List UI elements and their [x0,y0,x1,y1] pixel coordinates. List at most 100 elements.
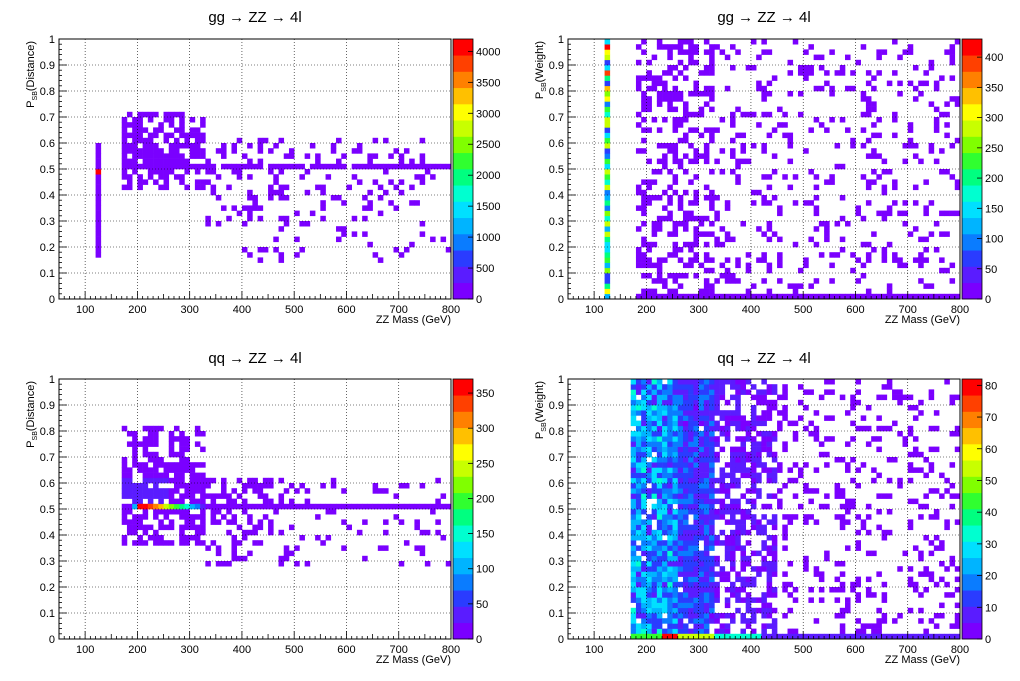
heatmap-bin [698,607,705,614]
heatmap-bin [641,576,647,583]
y-axis-label: PSB(Weight) [534,381,548,439]
heatmap-bin [709,410,715,416]
heatmap-bin [735,587,741,593]
heatmap-bin [158,493,164,499]
heatmap-bin [876,628,882,635]
heatmap-bin [766,493,773,499]
heatmap-bin [630,472,637,479]
color-bar-segment [453,185,473,202]
heatmap-bin [881,169,888,175]
heatmap-bin [709,633,715,640]
heatmap-bin [667,462,673,468]
heatmap-bin [231,540,238,546]
heatmap-bin [735,174,741,180]
heatmap-bin [688,127,694,133]
heatmap-bin [777,503,783,510]
heatmap-bin [672,483,679,489]
heatmap-bin [403,483,410,489]
heatmap-bin [740,529,747,536]
heatmap-bin [766,550,773,557]
heatmap-bin [865,70,872,76]
heatmap-bin [771,467,778,473]
heatmap-bin [221,514,227,520]
heatmap-bin [803,555,809,562]
heatmap-bin [667,623,673,629]
heatmap-bin [372,153,379,159]
heatmap-bin [693,200,699,206]
heatmap-bin [750,613,757,619]
heatmap-bin [881,210,888,217]
heatmap-bin [153,169,159,175]
heatmap-bin [641,498,647,505]
heatmap-bin [95,200,102,206]
heatmap-bin [907,462,914,468]
heatmap-bin [876,571,882,577]
heatmap-bin [630,467,637,473]
heatmap-bin [730,236,736,243]
heatmap-bin [839,571,846,577]
heatmap-bin [656,257,663,263]
heatmap-bin [247,550,253,557]
heatmap-bin [845,545,851,551]
heatmap-bin [682,550,689,557]
heatmap-bin [288,483,295,489]
heatmap-bin [928,571,935,577]
heatmap-bin [714,389,720,395]
heatmap-bin [677,431,684,437]
heatmap-bin [630,524,637,531]
heatmap-bin [688,262,694,269]
heatmap-bin [419,545,426,551]
heatmap-bin [273,247,279,253]
y-tick-label: 1 [49,374,55,386]
heatmap-bin [881,581,888,588]
heatmap-bin [656,524,663,531]
heatmap-bin [677,457,684,463]
heatmap-bin [247,158,253,165]
heatmap-bin [646,379,652,385]
heatmap-bin [740,524,747,531]
heatmap-bin [430,236,436,243]
heatmap-bin [132,441,138,447]
heatmap-bin [682,597,689,603]
x-tick-label: 100 [585,644,603,656]
heatmap-bin [803,75,809,81]
heatmap-bin [839,633,846,640]
heatmap-bin [604,91,611,97]
heatmap-bin [777,633,783,640]
heatmap-bin [693,477,699,484]
heatmap-bin [682,483,689,489]
heatmap-bin [740,425,747,432]
heatmap-bin [703,477,710,484]
heatmap-bin [126,122,133,128]
heatmap-bin [656,415,663,421]
heatmap-bin [682,535,689,541]
heatmap-bin [902,550,909,557]
heatmap-bin [740,545,747,551]
heatmap-bin [954,576,961,583]
heatmap-bin [834,561,841,567]
heatmap-bin [688,39,694,45]
heatmap-bin [703,446,710,453]
heatmap-bin [656,389,663,395]
heatmap-bin [662,394,668,401]
heatmap-bin [756,550,762,557]
heatmap-bin [897,80,903,87]
heatmap-bin [646,389,652,395]
heatmap-bin [886,293,893,300]
heatmap-bin [782,394,788,401]
heatmap-bin [892,117,898,123]
heatmap-bin [682,436,689,442]
heatmap-bin [829,179,835,185]
heatmap-bin [928,488,935,494]
heatmap-bin [672,571,679,577]
heatmap-bin [693,389,699,395]
heatmap-bin [735,379,741,385]
heatmap-bin [630,576,637,583]
heatmap-bin [419,153,426,159]
heatmap-bin [871,75,877,81]
heatmap-bin [672,436,679,442]
heatmap-bin [635,529,642,536]
heatmap-bin [419,221,426,227]
heatmap-bin [315,153,321,159]
heatmap-bin [194,503,201,510]
